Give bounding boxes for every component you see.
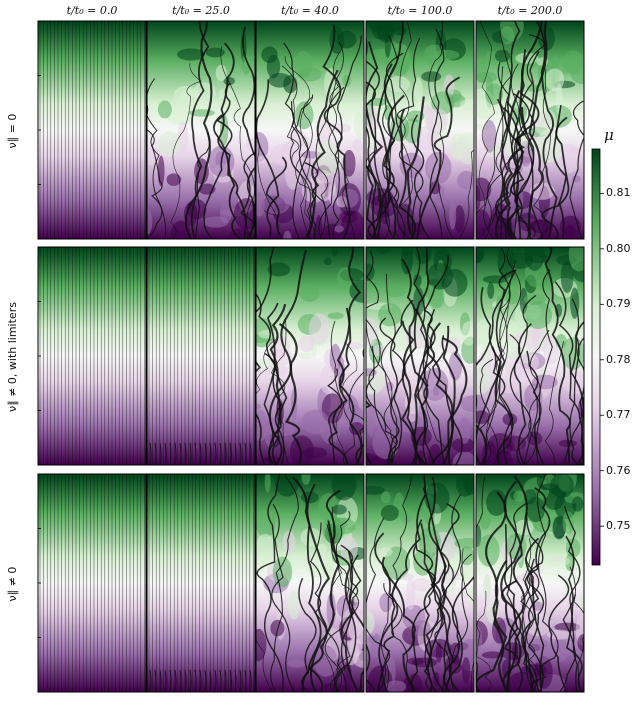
colorbar-tick-label: 0.75 xyxy=(606,519,631,533)
panel-r1-c3 xyxy=(255,20,365,240)
colorbar-tick-label: 0.78 xyxy=(606,352,631,366)
column-title-t100: t/t₀ = 100.0 xyxy=(387,4,453,17)
column-title-t200: t/t₀ = 200.0 xyxy=(497,4,563,17)
panel-r3-c5 xyxy=(475,473,585,693)
panel-r2-c5 xyxy=(475,246,585,466)
panel-r3-c2 xyxy=(146,473,256,693)
colorbar-tick-label: 0.81 xyxy=(606,186,631,200)
colorbar-tick-label: 0.79 xyxy=(606,297,631,311)
column-title-t0: t/t₀ = 0.0 xyxy=(66,4,118,17)
panel-r2-c1 xyxy=(37,246,147,466)
colorbar-tick-label: 0.76 xyxy=(606,463,631,477)
panel-r2-c4 xyxy=(365,246,475,466)
panel-r3-c4 xyxy=(365,473,475,693)
panel-r2-c2 xyxy=(146,246,256,466)
panel-r3-c1 xyxy=(37,473,147,693)
colorbar xyxy=(591,148,601,566)
panel-r1-c2 xyxy=(146,20,256,240)
panel-r3-c3 xyxy=(255,473,365,693)
column-title-t25: t/t₀ = 25.0 xyxy=(172,4,230,17)
colorbar-label: μ xyxy=(604,126,614,144)
panel-r1-c1 xyxy=(37,20,147,240)
colorbar-tick-label: 0.80 xyxy=(606,241,631,255)
column-title-t40: t/t₀ = 40.0 xyxy=(281,4,339,17)
panel-r2-c3 xyxy=(255,246,365,466)
panel-r1-c4 xyxy=(365,20,475,240)
panel-r1-c5 xyxy=(475,20,585,240)
colorbar-tick-label: 0.77 xyxy=(606,408,631,422)
